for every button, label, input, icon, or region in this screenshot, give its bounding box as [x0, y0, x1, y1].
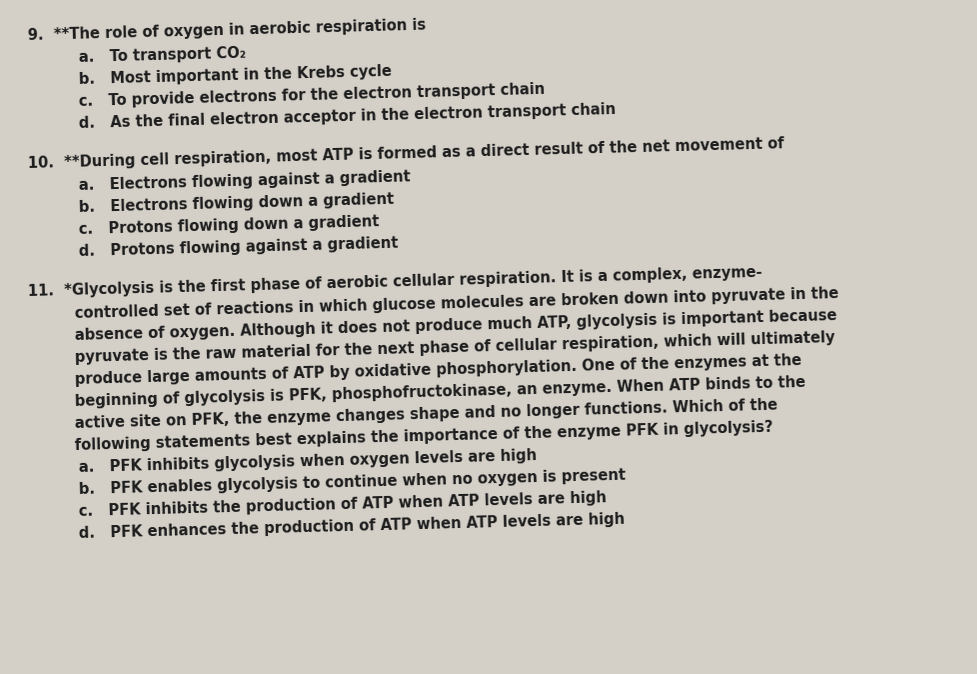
Text: b.   Electrons flowing down a gradient: b. Electrons flowing down a gradient [79, 191, 395, 215]
Text: pyruvate is the raw material for the next phase of cellular respiration, which w: pyruvate is the raw material for the nex… [74, 330, 835, 365]
Text: b.   PFK enables glycolysis to continue when no oxygen is present: b. PFK enables glycolysis to continue wh… [79, 468, 626, 497]
Text: following statements best explains the importance of the enzyme PFK in glycolysi: following statements best explains the i… [74, 420, 773, 453]
Text: d.   As the final electron acceptor in the electron transport chain: d. As the final electron acceptor in the… [79, 102, 616, 131]
Text: beginning of glycolysis is PFK, phosphofructokinase, an enzyme. When ATP binds t: beginning of glycolysis is PFK, phosphof… [74, 375, 805, 409]
Text: a.   Electrons flowing against a gradient: a. Electrons flowing against a gradient [79, 169, 411, 193]
Text: b.   Most important in the Krebs cycle: b. Most important in the Krebs cycle [79, 64, 393, 87]
Text: 10.  **During cell respiration, most ATP is formed as a direct result of the net: 10. **During cell respiration, most ATP … [28, 136, 785, 171]
Text: 11.  *Glycolysis is the first phase of aerobic cellular respiration. It is a com: 11. *Glycolysis is the first phase of ae… [28, 265, 762, 299]
Text: a.   To transport CO₂: a. To transport CO₂ [79, 46, 246, 65]
Text: active site on PFK, the enzyme changes shape and no longer functions. Which of t: active site on PFK, the enzyme changes s… [74, 398, 778, 431]
Text: absence of oxygen. Although it does not produce much ATP, glycolysis is importan: absence of oxygen. Although it does not … [74, 308, 837, 343]
Text: c.   PFK inhibits the production of ATP when ATP levels are high: c. PFK inhibits the production of ATP wh… [79, 490, 607, 519]
Text: d.   PFK enhances the production of ATP when ATP levels are high: d. PFK enhances the production of ATP wh… [79, 512, 625, 541]
Text: c.   Protons flowing down a gradient: c. Protons flowing down a gradient [79, 214, 380, 237]
Text: 9.  **The role of oxygen in aerobic respiration is: 9. **The role of oxygen in aerobic respi… [28, 18, 426, 43]
Text: produce large amounts of ATP by oxidative phosphorylation. One of the enzymes at: produce large amounts of ATP by oxidativ… [74, 353, 801, 387]
Text: c.   To provide electrons for the electron transport chain: c. To provide electrons for the electron… [79, 82, 545, 109]
Text: a.   PFK inhibits glycolysis when oxygen levels are high: a. PFK inhibits glycolysis when oxygen l… [79, 448, 537, 475]
Text: controlled set of reactions in which glucose molecules are broken down into pyru: controlled set of reactions in which glu… [74, 286, 838, 321]
Text: d.   Protons flowing against a gradient: d. Protons flowing against a gradient [79, 236, 399, 259]
